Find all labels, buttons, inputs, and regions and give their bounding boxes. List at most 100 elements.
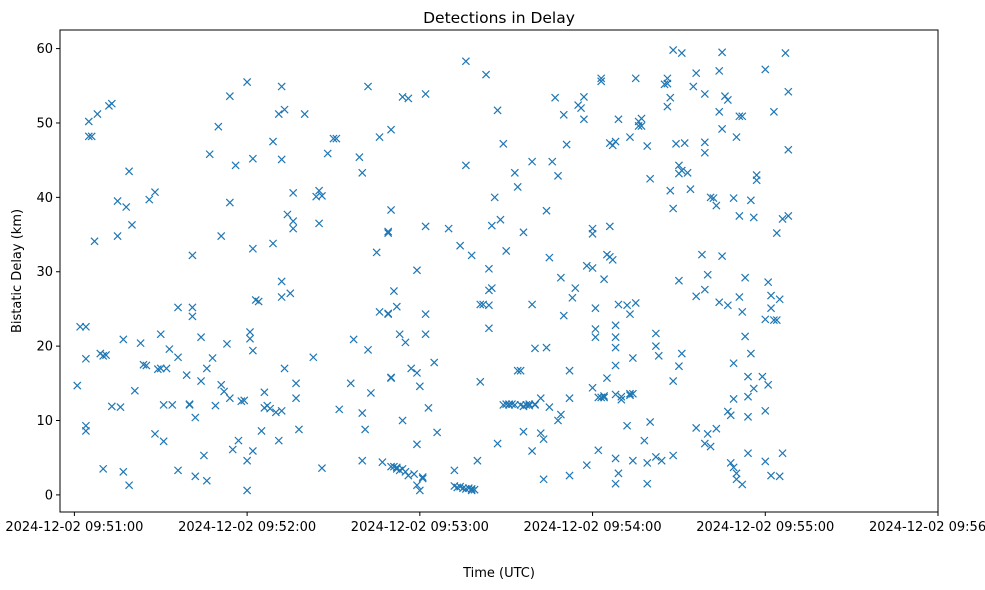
data-point	[507, 400, 516, 409]
data-point	[692, 69, 701, 78]
data-point	[539, 475, 548, 484]
data-point	[677, 349, 686, 358]
data-point	[317, 191, 326, 200]
data-point	[225, 198, 234, 207]
data-point	[487, 221, 496, 230]
data-point	[522, 400, 531, 409]
data-point	[208, 354, 217, 363]
data-point	[611, 333, 620, 342]
data-point	[76, 322, 85, 331]
data-point	[738, 112, 747, 121]
data-point	[168, 400, 177, 409]
data-point	[430, 358, 439, 367]
data-point	[214, 122, 223, 131]
data-point	[418, 473, 427, 482]
data-point	[666, 186, 675, 195]
data-point	[487, 284, 496, 293]
data-point	[634, 121, 643, 130]
data-point	[484, 301, 493, 310]
data-point	[625, 389, 635, 398]
data-point	[758, 372, 767, 381]
data-point	[772, 316, 781, 325]
data-point	[542, 343, 551, 352]
data-point	[174, 353, 183, 362]
data-point	[277, 277, 286, 286]
data-point	[248, 346, 257, 355]
data-point	[764, 380, 773, 389]
data-point	[461, 161, 470, 170]
data-point	[666, 93, 675, 102]
data-point	[775, 295, 784, 304]
data-point	[519, 427, 528, 436]
data-point	[384, 227, 393, 236]
data-point	[99, 464, 108, 473]
data-point	[591, 333, 600, 342]
data-point	[93, 110, 102, 119]
data-point	[461, 57, 470, 66]
x-tick-label: 2024-12-02 09:52:00	[178, 520, 316, 535]
data-point	[556, 410, 565, 419]
y-axis: 0 10 20 30 40 50 60	[36, 42, 60, 503]
data-point	[280, 364, 289, 373]
data-point	[614, 469, 623, 478]
data-point	[188, 251, 197, 260]
data-point	[542, 206, 551, 215]
data-point	[81, 354, 90, 363]
data-point	[553, 416, 563, 425]
data-point	[784, 211, 793, 220]
data-point	[582, 461, 591, 470]
data-point	[772, 229, 781, 238]
data-point	[677, 49, 686, 58]
data-point	[732, 469, 741, 478]
data-point	[84, 132, 93, 141]
data-point	[444, 224, 453, 233]
data-point	[741, 332, 750, 341]
data-point	[749, 384, 758, 393]
data-point	[73, 381, 82, 390]
data-point	[692, 423, 701, 432]
data-point	[559, 110, 568, 119]
data-point	[476, 377, 485, 386]
data-point	[395, 330, 404, 339]
data-point	[611, 321, 620, 330]
data-point	[387, 205, 396, 215]
data-point	[654, 351, 663, 360]
data-point	[674, 276, 683, 285]
data-point	[243, 486, 252, 495]
data-point	[689, 82, 698, 91]
data-point	[718, 124, 727, 133]
data-point	[700, 148, 709, 157]
data-point	[735, 211, 744, 220]
data-point	[150, 429, 160, 438]
data-point	[84, 117, 93, 126]
data-point	[743, 372, 753, 381]
data-point	[597, 77, 606, 86]
data-point	[597, 74, 606, 83]
data-point	[384, 229, 393, 238]
y-tick-label: 30	[36, 265, 53, 280]
data-point	[81, 322, 90, 331]
data-point	[625, 133, 635, 142]
data-point	[767, 304, 776, 313]
x-axis-label: Time (UTC)	[462, 566, 535, 581]
data-point	[113, 197, 122, 206]
chart-title: Detections in Delay	[423, 9, 575, 27]
data-point	[375, 133, 384, 142]
data-point	[116, 403, 125, 412]
data-point	[643, 458, 652, 467]
data-point	[346, 379, 355, 388]
data-point	[536, 429, 545, 438]
data-point	[625, 310, 635, 319]
data-point	[718, 48, 727, 57]
data-point	[623, 301, 632, 310]
data-point	[683, 168, 692, 177]
data-point	[735, 293, 744, 302]
data-point	[125, 481, 134, 490]
data-point	[577, 104, 586, 113]
x-tick-label: 2024-12-02 09:56:00	[869, 520, 985, 535]
data-point	[591, 304, 600, 313]
data-point	[107, 402, 116, 411]
data-point	[387, 373, 396, 382]
data-point	[735, 112, 744, 121]
data-point	[767, 291, 776, 300]
